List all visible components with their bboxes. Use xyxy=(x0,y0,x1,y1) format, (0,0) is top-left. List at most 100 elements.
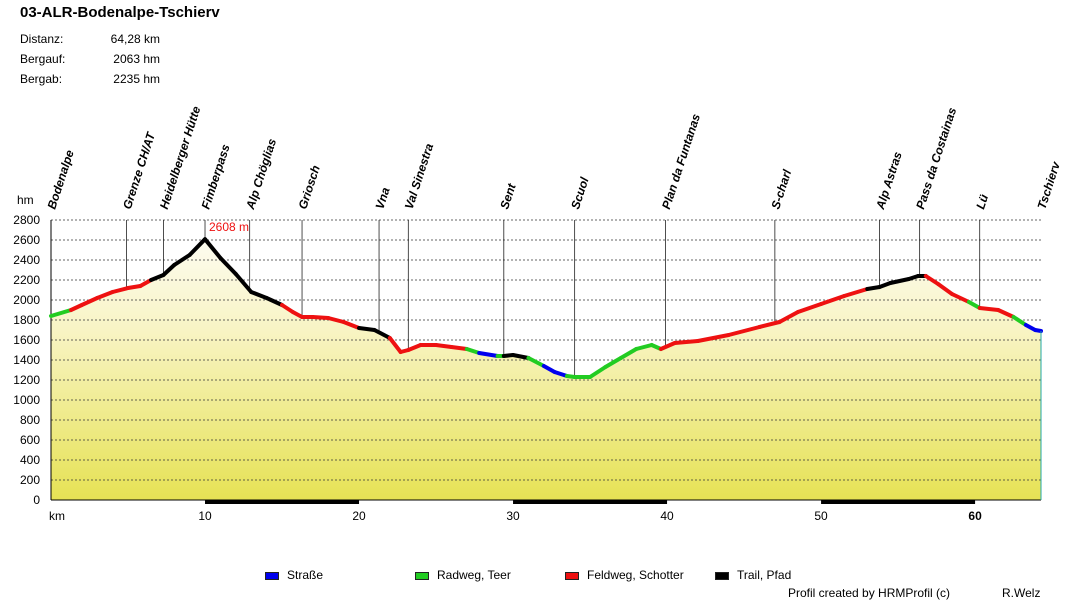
waypoint-label: Tschierv xyxy=(1035,159,1064,211)
profile-segment xyxy=(658,341,677,351)
y-tick-label: 1200 xyxy=(13,373,40,387)
profile-segment xyxy=(326,316,346,324)
ascent-value: 2063 hm xyxy=(113,52,160,66)
profile-segment xyxy=(310,315,331,320)
profile-segment xyxy=(218,256,238,276)
legend-item-radweg: Radweg, Teer xyxy=(415,568,511,582)
profile-segment xyxy=(1033,328,1043,333)
profile-segment xyxy=(923,274,941,286)
waypoint-label: Plan da Funtanas xyxy=(659,112,703,211)
y-tick-label: 600 xyxy=(20,433,40,447)
profile-segment xyxy=(618,347,639,360)
y-tick-label: 2000 xyxy=(13,293,40,307)
chart-title: 03-ALR-Bodenalpe-Tschierv xyxy=(20,4,220,21)
profile-segment xyxy=(552,370,569,378)
y-tick-label: 800 xyxy=(20,413,40,427)
max-elevation-label: 2608 m xyxy=(209,220,249,234)
profile-segment xyxy=(996,308,1016,319)
profile-segment xyxy=(603,356,623,369)
x-axis-label: km xyxy=(49,509,65,523)
waypoint-label: Pass da Costainas xyxy=(913,105,959,210)
profile-segment xyxy=(795,302,824,314)
profile-segment xyxy=(464,347,482,355)
profile-segment xyxy=(172,253,192,267)
x-tick-label: 50 xyxy=(814,509,828,523)
footer-credit: Profil created by HRMProfil (c) xyxy=(788,586,951,600)
x-tick-label: 20 xyxy=(352,509,366,523)
profile-segment xyxy=(757,320,782,329)
x-tick-label: 40 xyxy=(660,509,674,523)
distance-label: Distanz: xyxy=(20,32,64,46)
profile-segment xyxy=(541,364,557,374)
x-tick-label: 30 xyxy=(506,509,520,523)
profile-segment xyxy=(634,343,654,351)
y-tick-label: 2200 xyxy=(13,273,40,287)
profile-segment xyxy=(249,290,269,300)
y-tick-label: 400 xyxy=(20,453,40,467)
profile-segment xyxy=(888,277,911,285)
profile-segment xyxy=(726,325,762,337)
x-tick-label: 10 xyxy=(198,509,212,523)
x-axis-scale-band xyxy=(513,500,668,504)
profile-segment xyxy=(977,306,1001,312)
profile-segment xyxy=(406,343,423,352)
legend-label-feldweg: Feldweg, Schotter xyxy=(587,568,684,582)
profile-segment xyxy=(79,296,100,307)
waypoint-label: Grenze CH/AT xyxy=(120,129,158,211)
profile-segment xyxy=(865,285,882,291)
profile-segment xyxy=(49,308,74,318)
y-tick-label: 1600 xyxy=(13,333,40,347)
waypoint-label: Val Sinestra xyxy=(402,141,437,211)
profile-segment xyxy=(588,365,608,379)
y-tick-label: 200 xyxy=(20,473,40,487)
profile-segment xyxy=(526,356,546,368)
profile-segment xyxy=(819,294,847,306)
profile-segment xyxy=(138,278,154,288)
footer-author: R.Welz xyxy=(1002,586,1041,600)
profile-segment xyxy=(203,237,223,260)
profile-segment xyxy=(95,290,115,300)
waypoint-label: Fimberpass xyxy=(199,142,233,211)
waypoint-label: Scuol xyxy=(568,175,592,211)
legend-label-strasse: Straße xyxy=(287,568,324,582)
profile-segment xyxy=(842,287,870,298)
profile-segment xyxy=(357,326,377,332)
profile-segment xyxy=(187,237,208,257)
waypoint-label: Sent xyxy=(497,181,519,211)
distance-value: 64,28 km xyxy=(110,32,160,46)
legend-item-trail: Trail, Pfad xyxy=(715,568,791,582)
profile-segment xyxy=(126,284,143,290)
legend-swatch-feldweg xyxy=(565,571,579,580)
waypoint-label: Alp Astras xyxy=(873,150,905,212)
legend-item-strasse: Straße xyxy=(265,568,323,582)
y-tick-label: 1800 xyxy=(13,313,40,327)
profile-segment xyxy=(387,336,403,354)
profile-segment xyxy=(777,310,800,324)
y-tick-label: 0 xyxy=(33,493,40,507)
y-axis-label: hm xyxy=(17,193,34,207)
profile-segment xyxy=(341,320,362,330)
y-tick-label: 1000 xyxy=(13,393,40,407)
ascent-label: Bergauf: xyxy=(20,52,66,66)
profile-segment xyxy=(672,339,700,345)
waypoint-label: Heidelberger Hütte xyxy=(157,104,204,211)
x-axis-scale-band xyxy=(821,500,976,504)
descent-value: 2235 hm xyxy=(113,72,160,86)
legend-swatch-strasse xyxy=(265,571,279,580)
legend-label-radweg: Radweg, Teer xyxy=(437,568,511,582)
y-tick-label: 2600 xyxy=(13,233,40,247)
profile-segment xyxy=(936,282,954,296)
profile-segment xyxy=(511,353,531,360)
profile-segment xyxy=(233,272,254,294)
waypoint-label: Alp Chöglias xyxy=(243,137,279,212)
profile-segment xyxy=(110,286,131,294)
y-tick-label: 1400 xyxy=(13,353,40,367)
profile-segment xyxy=(161,263,177,277)
waypoint-label: S-charl xyxy=(768,167,794,211)
legend-item-feldweg: Feldweg, Schotter xyxy=(565,568,684,582)
x-tick-label: 60 xyxy=(968,509,982,523)
descent-label: Bergab: xyxy=(20,72,63,86)
profile-segment xyxy=(949,292,971,304)
x-axis-scale-band xyxy=(205,500,360,504)
